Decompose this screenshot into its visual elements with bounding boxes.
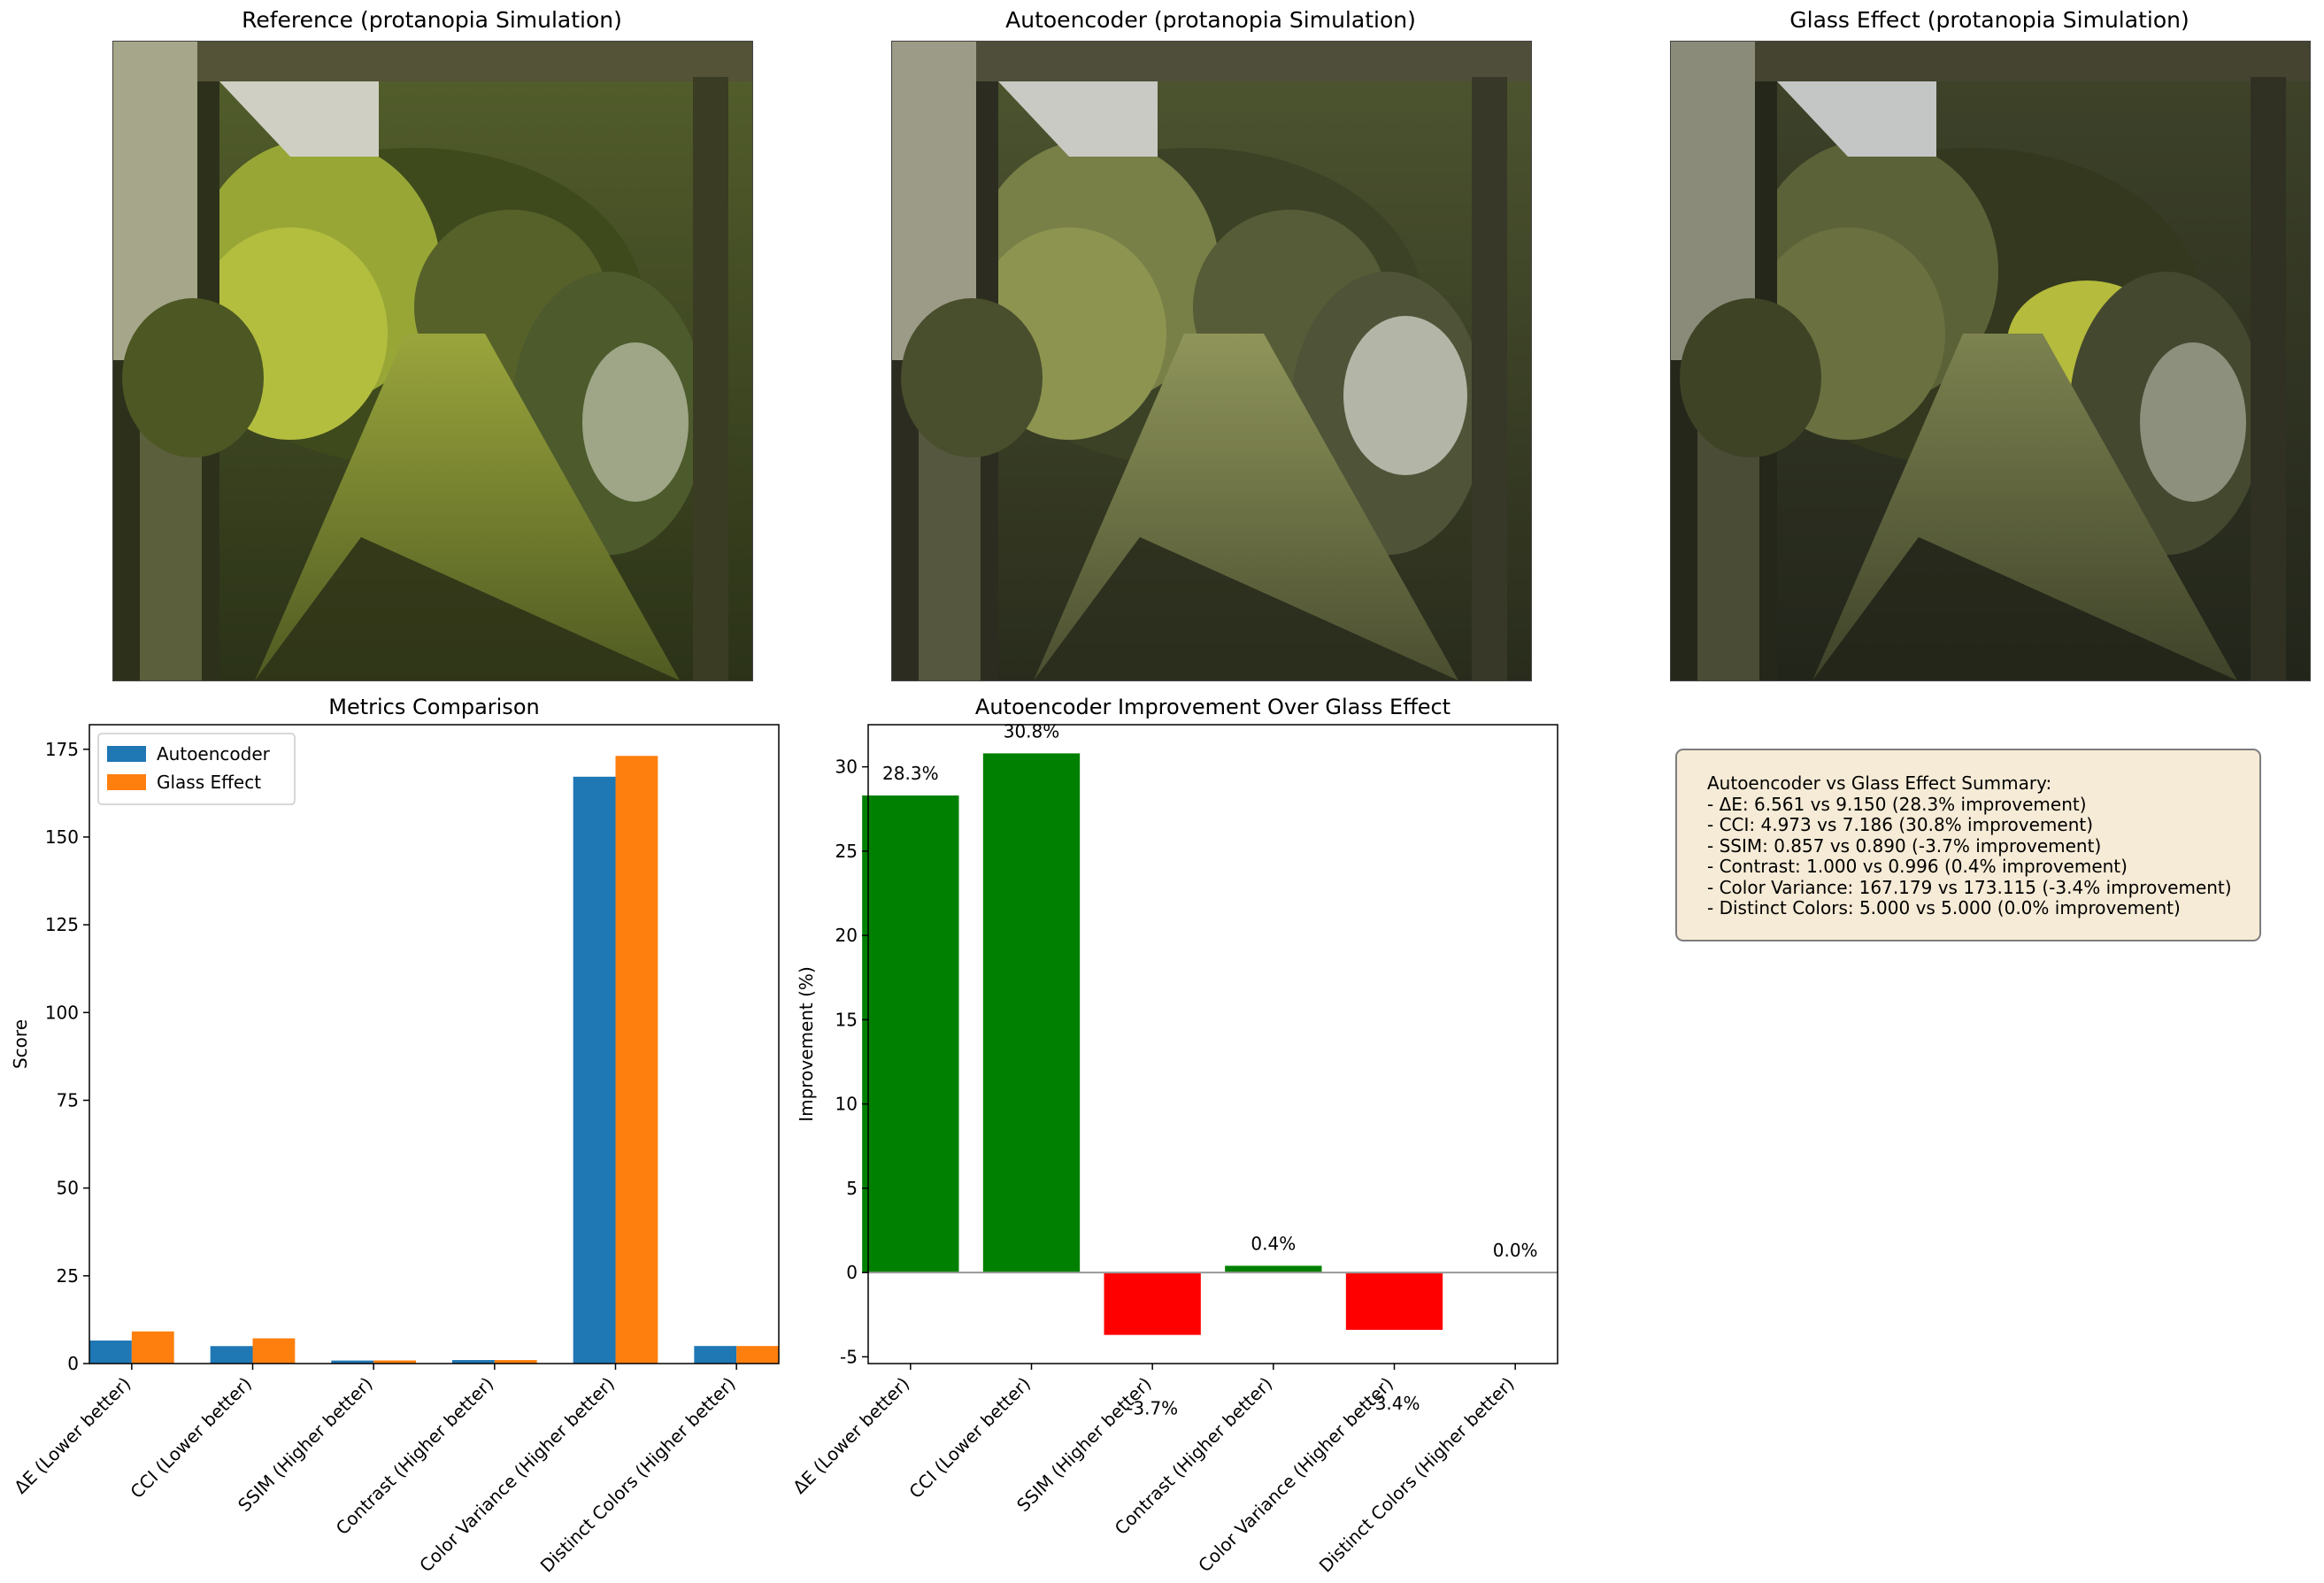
legend-box bbox=[97, 733, 296, 805]
y-tick-label: 25 bbox=[57, 1265, 79, 1287]
summary-line: - Contrast: 1.000 vs 0.996 (0.4% improve… bbox=[1707, 856, 2128, 877]
summary-line: - CCI: 4.973 vs 7.186 (30.8% improvement… bbox=[1707, 814, 2094, 835]
y-tick-label: 175 bbox=[45, 739, 79, 760]
bar bbox=[131, 1331, 174, 1364]
garden-path-scene-reference bbox=[113, 42, 752, 680]
data-label: 0.4% bbox=[1250, 1233, 1296, 1255]
autoencoder-panel-title: Autoencoder (protanopia Simulation) bbox=[1005, 7, 1416, 33]
y-tick-label: 5 bbox=[846, 1178, 858, 1199]
x-tick-label: Color Variance (Higher better) bbox=[1194, 1373, 1397, 1577]
y-tick-label: 100 bbox=[45, 1002, 79, 1023]
plot-frame bbox=[88, 724, 780, 1364]
y-tick-label: 25 bbox=[835, 841, 858, 862]
bar bbox=[494, 1360, 537, 1364]
glass-panel-title: Glass Effect (protanopia Simulation) bbox=[1789, 7, 2189, 33]
autoencoder-image bbox=[891, 41, 1532, 681]
y-tick-label: 0 bbox=[67, 1353, 79, 1374]
bar bbox=[573, 776, 616, 1364]
bar bbox=[1104, 1272, 1201, 1335]
bar bbox=[1225, 1265, 1322, 1273]
y-tick-label: 20 bbox=[835, 925, 858, 946]
chart-title: Metrics Comparison bbox=[328, 695, 539, 719]
bar bbox=[89, 1340, 132, 1364]
y-tick-label: 75 bbox=[57, 1089, 79, 1110]
y-axis-label: Score bbox=[10, 1019, 31, 1069]
summary-line: - SSIM: 0.857 vs 0.890 (-3.7% improvemen… bbox=[1707, 834, 2102, 857]
plot-frame bbox=[867, 724, 1558, 1364]
summary-box: Autoencoder vs Glass Effect Summary: - Δ… bbox=[1675, 749, 2261, 941]
data-label: 0.0% bbox=[1493, 1240, 1538, 1261]
y-tick-label: 0 bbox=[846, 1262, 858, 1283]
y-tick-label: 30 bbox=[835, 757, 858, 778]
bar bbox=[694, 1346, 737, 1364]
x-tick-label: ΔE (Lower better) bbox=[789, 1373, 913, 1498]
glass-effect-image bbox=[1670, 41, 2311, 681]
bar bbox=[982, 753, 1081, 1273]
data-label: 28.3% bbox=[882, 763, 939, 784]
y-tick-label: -5 bbox=[840, 1346, 858, 1367]
garden-path-scene-glass bbox=[1671, 42, 2310, 680]
bar bbox=[373, 1360, 416, 1364]
bar bbox=[862, 795, 959, 1273]
data-label: 30.8% bbox=[1004, 720, 1060, 742]
bar bbox=[736, 1346, 779, 1364]
data-label: -3.7% bbox=[1127, 1398, 1178, 1419]
bar bbox=[331, 1360, 374, 1364]
summary-line: Autoencoder vs Glass Effect Summary: bbox=[1707, 772, 2052, 794]
y-tick-label: 10 bbox=[835, 1094, 858, 1115]
bar bbox=[252, 1338, 296, 1364]
y-tick-label: 125 bbox=[45, 914, 79, 935]
summary-line: - ΔE: 6.561 vs 9.150 (28.3% improvement) bbox=[1707, 793, 2087, 815]
y-axis-label: Improvement (%) bbox=[796, 966, 817, 1122]
legend-swatch bbox=[107, 746, 146, 762]
bar bbox=[210, 1346, 253, 1364]
y-tick-label: 50 bbox=[57, 1178, 79, 1199]
x-tick-label: CCI (Lower better) bbox=[904, 1373, 1035, 1503]
chart-title: Autoencoder Improvement Over Glass Effec… bbox=[975, 695, 1451, 719]
reference-image bbox=[112, 41, 753, 681]
summary-line: - Color Variance: 167.179 vs 173.115 (-3… bbox=[1707, 876, 2232, 898]
bar bbox=[615, 756, 658, 1364]
y-tick-label: 150 bbox=[45, 826, 79, 848]
x-tick-label: SSIM (Higher better) bbox=[1012, 1373, 1156, 1517]
garden-path-scene-autoencoder bbox=[892, 42, 1531, 680]
y-tick-label: 15 bbox=[835, 1009, 858, 1030]
legend-label: Glass Effect bbox=[157, 772, 261, 793]
reference-panel-title: Reference (protanopia Simulation) bbox=[242, 7, 622, 33]
summary-line: - Distinct Colors: 5.000 vs 5.000 (0.0% … bbox=[1707, 897, 2181, 918]
data-label: -3.4% bbox=[1368, 1393, 1420, 1414]
legend-swatch bbox=[107, 774, 146, 790]
bar bbox=[1345, 1272, 1443, 1330]
legend-label: Autoencoder bbox=[157, 743, 271, 765]
bar bbox=[452, 1360, 495, 1364]
